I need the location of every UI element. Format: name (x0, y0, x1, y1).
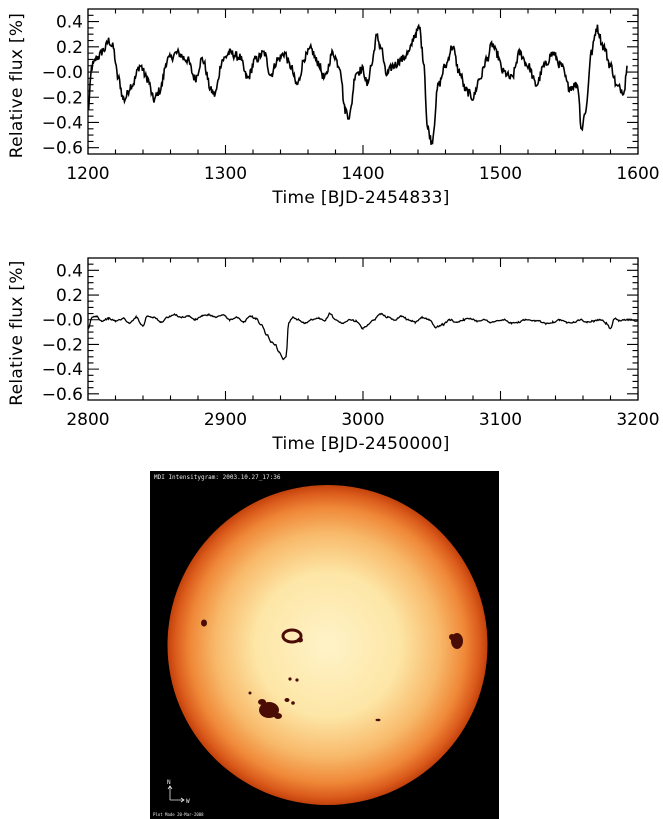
compass-west-label: W (186, 798, 190, 805)
sunspot (258, 699, 266, 705)
x-axis-label: Time [BJD-2450000] (271, 434, 449, 454)
sun-intensitygram-image: MDI Intensitygram: 2003.10.27_17:36 Plot… (150, 471, 499, 819)
sunspot (281, 628, 303, 644)
plot-made-footer: Plot Made 20-Mar-2008 (153, 812, 204, 817)
solar-disk (167, 485, 488, 805)
x-tick-label: 1300 (204, 164, 247, 184)
sunspot (297, 637, 303, 643)
sunspot (274, 713, 282, 719)
sunspot (375, 718, 381, 722)
sunspot (259, 702, 279, 718)
y-tick-label: 0.4 (56, 13, 83, 33)
y-tick-label: −0.4 (42, 113, 83, 133)
x-tick-labels: 1200 1300 1400 1500 1600 (66, 164, 659, 184)
x-tick-label: 1200 (66, 164, 109, 184)
tick-marks (87, 257, 639, 401)
solar-light-curve-panel: 2800 2900 3000 3100 3200 0.4 0.2 −0.0 −0.2 −0.4 −… (7, 257, 660, 454)
x-tick-label: 2800 (66, 410, 109, 430)
compass (167, 785, 185, 803)
y-tick-label: 0.2 (56, 38, 83, 58)
x-tick-label: 1600 (616, 164, 659, 184)
x-tick-label: 3200 (616, 410, 659, 430)
y-tick-labels: 0.4 0.2 −0.0 −0.2 −0.4 −0.6 (42, 261, 83, 404)
plot-frame (87, 8, 639, 155)
sunspot (284, 698, 290, 702)
axis-ticks (87, 8, 639, 155)
y-tick-label: 0.4 (56, 261, 83, 281)
intensitygram-caption: MDI Intensitygram: 2003.10.27_17:36 (154, 474, 281, 481)
x-tick-labels: 2800 2900 3000 3100 3200 (66, 410, 659, 430)
x-tick-label: 1400 (341, 164, 384, 184)
sunspots (201, 619, 463, 722)
tick-marks (87, 8, 639, 155)
x-tick-label: 2900 (204, 410, 247, 430)
y-tick-label: 0.2 (56, 286, 83, 306)
sunspot (295, 678, 299, 682)
y-tick-label: −0.6 (42, 139, 83, 159)
x-tick-label: 1500 (479, 164, 522, 184)
y-tick-label: −0.2 (42, 88, 83, 108)
sunspot (288, 677, 292, 681)
sunspot (291, 701, 295, 705)
x-axis-label: Time [BJD-2454833] (271, 188, 449, 208)
y-axis-label: Relative flux [%] (7, 260, 27, 405)
y-tick-labels: 0.4 0.2 −0.0 −0.2 −0.4 −0.6 (42, 13, 83, 159)
x-tick-label: 3000 (341, 410, 384, 430)
y-tick-label: −0.0 (42, 63, 83, 83)
y-axis-label: Relative flux [%] (7, 13, 27, 158)
y-tick-label: −0.4 (42, 360, 83, 380)
y-tick-label: −0.2 (42, 335, 83, 355)
sunspot (201, 619, 207, 627)
solar-flux-series-line (88, 312, 638, 361)
y-tick-label: −0.6 (42, 385, 83, 405)
compass-north-label: N (167, 779, 171, 786)
kepler-light-curve-panel: 1200 1300 1400 1500 1600 0.4 0.2 −0.0 −0.2 −0.4 −… (7, 8, 660, 208)
sunspot (449, 634, 455, 640)
kepler-flux-series-line (88, 23, 628, 145)
y-tick-label: −0.0 (42, 311, 83, 331)
axis-ticks (87, 257, 639, 401)
sunspot (248, 691, 252, 695)
x-tick-label: 3100 (479, 410, 522, 430)
